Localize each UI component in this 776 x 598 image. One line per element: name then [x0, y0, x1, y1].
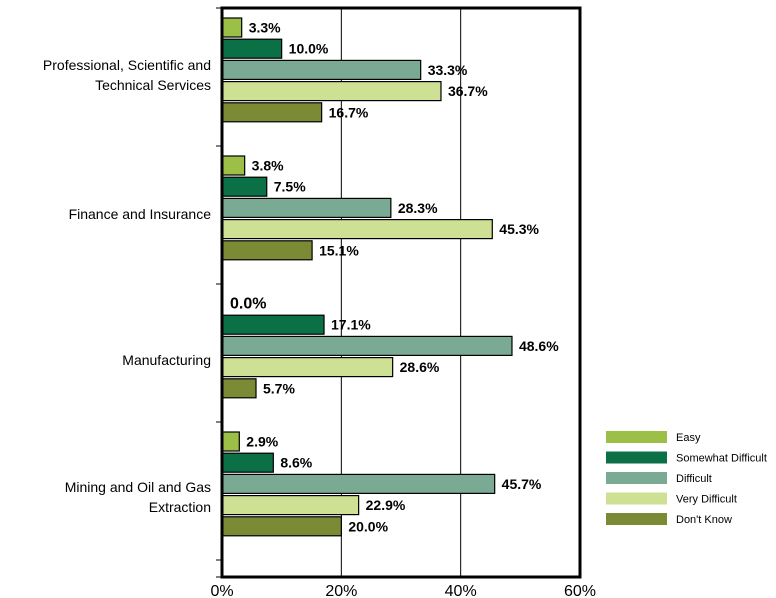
data-label: 17.1%	[331, 317, 371, 333]
bar-very-difficult-manufacturing	[221, 357, 394, 378]
bars	[221, 17, 513, 537]
bar-don-t-know-professional-scientific-and-technical-services	[221, 102, 323, 123]
legend-label-very-difficult: Very Difficult	[676, 494, 737, 506]
data-label: 45.7%	[502, 476, 542, 492]
bar-difficult-manufacturing	[221, 335, 513, 356]
bar-somewhat-difficult-professional-scientific-and-technical-services	[221, 38, 283, 59]
bar-very-difficult-professional-scientific-and-technical-services	[221, 80, 442, 102]
data-label: 28.3%	[398, 200, 438, 216]
legend-swatch-difficult	[606, 472, 667, 484]
legend-label-somewhat-difficult: Somewhat Difficult	[676, 453, 767, 465]
bar-very-difficult-finance-and-insurance	[221, 219, 493, 240]
legend-label-don-t-know: Don't Know	[676, 514, 732, 526]
x-tick-label: 60%	[564, 583, 596, 598]
bar-somewhat-difficult-manufacturing	[221, 314, 325, 335]
category-labels: Professional, Scientific and Technical Se…	[43, 57, 211, 515]
bar-easy-professional-scientific-and-technical-services	[221, 17, 243, 38]
legend-label-easy: Easy	[676, 432, 701, 444]
bar-don-t-know-mining-and-oil-and-gas-extraction	[221, 516, 342, 537]
data-label: 16.7%	[329, 104, 369, 120]
bar-don-t-know-manufacturing	[221, 378, 257, 399]
bar-difficult-finance-and-insurance	[221, 197, 392, 218]
bar-easy-finance-and-insurance	[221, 155, 246, 176]
data-label: 28.6%	[400, 359, 440, 375]
x-tick-label: 40%	[445, 583, 477, 598]
category-label-professional-scientific-and-technical-services: Professional, Scientific and Technical Se…	[43, 57, 211, 93]
data-label: 2.9%	[246, 434, 278, 450]
category-label-finance-and-insurance: Finance and Insurance	[69, 206, 212, 222]
data-label: 8.6%	[280, 455, 312, 471]
plot-area-border	[220, 6, 582, 579]
y-axis-ticks	[216, 7, 222, 578]
data-label: 20.0%	[348, 518, 388, 534]
legend-label-difficult: Difficult	[676, 473, 712, 485]
bar-don-t-know-finance-and-insurance	[221, 240, 313, 261]
data-label: 22.9%	[366, 497, 406, 513]
data-label: 36.7%	[448, 83, 488, 99]
category-label-mining-and-oil-and-gas-extraction: Mining and Oil and Gas Extraction	[65, 479, 211, 515]
bar-very-difficult-mining-and-oil-and-gas-extraction	[221, 495, 360, 516]
legend-swatch-very-difficult	[606, 492, 667, 505]
legend: Easy Somewhat Difficult Difficult Very Diff…	[606, 431, 767, 526]
x-axis-tick-labels: 0% 20% 40% 60%	[210, 583, 596, 598]
bar-somewhat-difficult-mining-and-oil-and-gas-extraction	[221, 452, 274, 473]
category-label-manufacturing: Manufacturing	[122, 352, 211, 368]
data-label: 45.3%	[499, 221, 539, 237]
legend-swatch-easy	[606, 431, 667, 443]
data-label: 3.8%	[252, 158, 284, 174]
data-label: 5.7%	[263, 380, 295, 396]
data-label: 33.3%	[428, 62, 468, 78]
data-labels: 3.3% 10.0% 33.3% 36.7% 16.7% 3.8% 7.5% 28.3% 45.…	[230, 20, 559, 535]
bar-somewhat-difficult-finance-and-insurance	[221, 176, 268, 197]
x-tick-label: 0%	[210, 583, 233, 598]
data-label: 48.6%	[519, 338, 559, 354]
data-label: 0.0%	[230, 296, 266, 313]
data-label: 7.5%	[274, 179, 306, 195]
bar-difficult-mining-and-oil-and-gas-extraction	[221, 473, 496, 494]
data-label: 15.1%	[319, 242, 359, 258]
legend-swatch-somewhat-difficult	[606, 451, 667, 464]
bar-easy-mining-and-oil-and-gas-extraction	[221, 431, 240, 452]
x-tick-label: 20%	[325, 583, 357, 598]
data-label: 10.0%	[289, 41, 329, 57]
bar-difficult-professional-scientific-and-technical-services	[221, 59, 422, 81]
data-label: 3.3%	[249, 20, 281, 36]
legend-swatch-don-t-know	[606, 513, 667, 525]
